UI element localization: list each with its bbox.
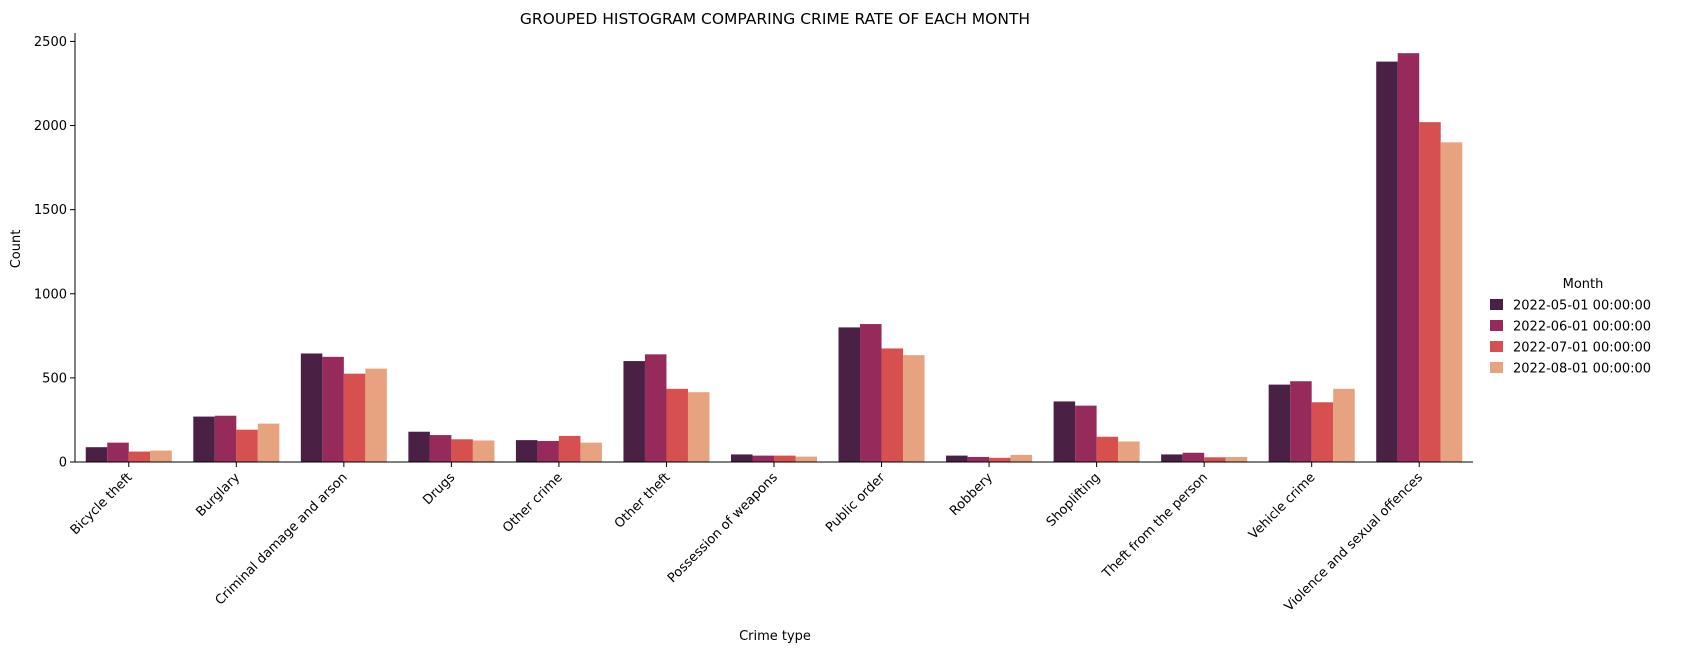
- bar-1-series-1: [85, 447, 108, 462]
- chart-title: GROUPED HISTOGRAM COMPARING CRIME RATE O…: [520, 10, 1030, 28]
- bar-11-series-4: [1225, 456, 1248, 462]
- bar-8-series-4: [903, 355, 925, 462]
- bar-2-series-2: [214, 415, 237, 462]
- bar-4-series-2: [429, 435, 452, 462]
- bar-9-series-2: [967, 456, 990, 462]
- bar-10-series-1: [1053, 401, 1076, 462]
- bar-1-series-4: [150, 450, 172, 462]
- x-tick-label: Other crime: [500, 470, 566, 536]
- bar-6-series-2: [644, 354, 667, 462]
- bar-10-series-2: [1075, 405, 1097, 462]
- bar-12-series-1: [1268, 384, 1291, 462]
- x-tick-label: Theft from the person: [1099, 470, 1211, 582]
- bar-7-series-2: [752, 455, 774, 462]
- bar-4-series-4: [472, 440, 495, 462]
- bar-11-series-3: [1204, 457, 1226, 462]
- bar-8-series-2: [860, 324, 882, 462]
- x-tick-label: Shoplifting: [1044, 470, 1104, 530]
- y-tick-label: 2000: [34, 119, 67, 134]
- bar-13-series-1: [1376, 61, 1398, 462]
- y-tick-label: 1000: [34, 287, 67, 302]
- legend: Month 2022-05-01 00:00:00 2022-06-01 00:0…: [1490, 277, 1651, 377]
- bar-7-series-1: [730, 454, 753, 462]
- bar-1-series-2: [107, 442, 129, 462]
- x-tick-label: Other theft: [612, 470, 673, 531]
- legend-label-2: 2022-06-01 00:00:00: [1513, 320, 1651, 335]
- bar-12-series-2: [1290, 381, 1312, 462]
- y-axis-label: Count: [9, 230, 24, 269]
- bar-6-series-3: [666, 388, 688, 462]
- bar-2-series-1: [193, 416, 215, 462]
- x-tick-label: Burglary: [194, 470, 244, 520]
- x-tick-label: Vehicle crime: [1246, 470, 1318, 542]
- bar-7-series-3: [774, 455, 796, 462]
- x-tick-label: Bicycle theft: [68, 470, 136, 538]
- bar-13-series-4: [1440, 142, 1463, 462]
- y-tick-label: 500: [42, 371, 67, 386]
- plot-area: [85, 53, 1463, 462]
- bar-13-series-3: [1419, 122, 1441, 462]
- legend-swatch-4: [1490, 362, 1503, 373]
- legend-label-4: 2022-08-01 00:00:00: [1513, 362, 1651, 377]
- legend-label-3: 2022-07-01 00:00:00: [1513, 341, 1651, 356]
- legend-swatch-2: [1490, 320, 1503, 331]
- bar-6-series-1: [623, 361, 645, 462]
- bar-11-series-2: [1182, 452, 1205, 462]
- bar-8-series-3: [881, 348, 904, 462]
- bar-9-series-1: [946, 455, 968, 462]
- legend-swatch-1: [1490, 299, 1503, 310]
- bar-12-series-3: [1311, 402, 1334, 462]
- x-tick-label: Public order: [823, 470, 889, 536]
- bar-2-series-4: [257, 423, 280, 462]
- bar-4-series-1: [408, 431, 430, 462]
- bar-2-series-3: [236, 429, 258, 462]
- y-tick-label: 2500: [34, 35, 67, 50]
- bar-12-series-4: [1333, 388, 1355, 462]
- y-tick-label: 1500: [34, 203, 67, 218]
- bar-3-series-3: [343, 373, 366, 462]
- bar-3-series-1: [300, 353, 323, 462]
- x-axis-label: Crime type: [739, 629, 811, 644]
- y-tick-label: 0: [59, 456, 67, 471]
- bar-1-series-3: [128, 451, 151, 462]
- bar-3-series-4: [365, 368, 387, 462]
- bar-6-series-4: [687, 392, 710, 462]
- bar-10-series-4: [1118, 441, 1140, 462]
- y-axis: 0 500 1000 1500 2000 2500: [34, 33, 76, 471]
- bar-7-series-4: [795, 456, 818, 462]
- bar-4-series-3: [451, 439, 473, 462]
- bar-5-series-3: [558, 435, 581, 462]
- bar-3-series-2: [322, 356, 344, 462]
- bar-9-series-4: [1010, 454, 1033, 462]
- x-tick-label: Robbery: [947, 470, 996, 519]
- bar-5-series-4: [580, 442, 602, 462]
- bar-11-series-1: [1161, 454, 1183, 462]
- bar-8-series-1: [838, 327, 861, 462]
- legend-swatch-3: [1490, 341, 1503, 352]
- x-tick-label: Drugs: [420, 470, 458, 508]
- legend-label-1: 2022-05-01 00:00:00: [1513, 299, 1651, 314]
- bar-9-series-3: [989, 457, 1011, 462]
- bar-13-series-2: [1397, 53, 1420, 462]
- bar-10-series-3: [1096, 436, 1119, 462]
- x-tick-label: Criminal damage and arson: [213, 470, 351, 608]
- bar-5-series-2: [537, 440, 559, 462]
- bar-5-series-1: [515, 440, 538, 462]
- x-tick-label: Possession of weapons: [665, 470, 781, 586]
- legend-title: Month: [1563, 277, 1604, 292]
